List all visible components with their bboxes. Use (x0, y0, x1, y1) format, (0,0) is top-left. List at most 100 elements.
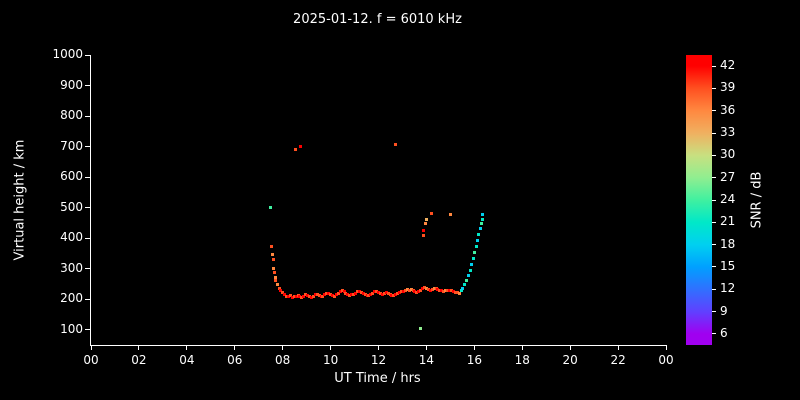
colorbar-tick-mark (712, 266, 716, 268)
data-point (308, 295, 311, 299)
colorbar: 6 9 12 15 18 21 24 27 30 33 36 39 42 (686, 55, 735, 345)
data-point (419, 288, 423, 292)
data-point (446, 288, 449, 292)
data-point (426, 287, 430, 291)
data-point (436, 287, 440, 291)
y-tick-mark (85, 207, 90, 209)
y-tick-label: 200 (60, 291, 83, 306)
colorbar-tick-mark (712, 221, 716, 223)
data-point (477, 232, 481, 236)
data-point (286, 295, 290, 299)
data-point (415, 290, 419, 294)
chart-title: 2025-01-12. f = 6010 kHz (293, 12, 462, 27)
data-point (434, 286, 438, 290)
colorbar-tick-label: 33 (720, 125, 736, 140)
data-point (313, 293, 317, 297)
colorbar-tick-label: 42 (720, 58, 736, 73)
colorbar-tick-mark (712, 87, 716, 89)
data-point (294, 148, 298, 152)
data-point (409, 287, 413, 291)
x-axis-label: UT Time / hrs (334, 371, 421, 386)
data-point (375, 289, 379, 293)
data-point (425, 217, 429, 221)
data-point (478, 226, 482, 230)
data-point (331, 294, 334, 298)
data-point (298, 295, 302, 299)
data-point (430, 211, 434, 215)
data-point (363, 293, 367, 297)
data-point (403, 289, 407, 293)
data-point (470, 262, 474, 266)
data-point (334, 293, 338, 297)
colorbar-tick-mark (712, 311, 716, 313)
data-point (400, 289, 403, 293)
data-point (319, 295, 323, 299)
data-point (306, 294, 310, 298)
plot-area: 00 02 04 06 08 10 12 14 16 18 20 22 00 100 200 300 400 50… (52, 47, 673, 367)
data-point (292, 295, 296, 299)
x-tick-mark (425, 345, 427, 350)
colorbar-gradient (686, 55, 712, 345)
colorbar-tick-mark (712, 333, 716, 335)
x-tick-mark (330, 345, 332, 350)
data-point (440, 289, 444, 293)
y-tick-mark (85, 146, 90, 148)
data-point (361, 292, 365, 296)
data-point (299, 145, 303, 149)
data-point (407, 289, 411, 293)
colorbar-tick-label: 15 (720, 258, 736, 273)
y-tick-label: 300 (60, 260, 83, 275)
data-point (357, 289, 361, 293)
data-point (296, 294, 300, 298)
data-point (373, 290, 377, 294)
data-point (348, 294, 352, 298)
x-tick-label: 00 (83, 353, 99, 367)
data-point (474, 245, 478, 249)
data-point (336, 291, 340, 295)
data-point (384, 290, 388, 294)
data-point (346, 293, 350, 297)
x-tick-label: 18 (514, 353, 530, 367)
colorbar-tick-label: 27 (720, 169, 736, 184)
data-point (393, 143, 397, 147)
data-point (304, 293, 308, 297)
data-point (480, 217, 484, 221)
data-point (327, 291, 331, 295)
data-point (444, 289, 448, 293)
data-point (272, 266, 276, 270)
data-point (281, 290, 285, 294)
colorbar-tick-label: 36 (720, 102, 736, 117)
data-point (269, 206, 273, 210)
x-tick-label: 06 (227, 353, 243, 367)
y-tick-mark (85, 176, 90, 178)
x-tick-label: 14 (418, 353, 435, 367)
data-point (466, 273, 470, 277)
y-tick-mark (85, 115, 90, 117)
data-point (309, 295, 313, 299)
data-point (317, 294, 321, 298)
data-point (417, 290, 421, 294)
data-point (359, 290, 363, 294)
data-point (380, 293, 384, 297)
colorbar-tick-mark (712, 132, 716, 134)
data-point (338, 289, 342, 293)
data-point (430, 288, 434, 292)
colorbar-tick-mark (712, 110, 716, 112)
data-point (390, 293, 394, 297)
y-tick-label: 500 (60, 199, 83, 214)
x-tick-label: 22 (610, 353, 626, 367)
x-tick-label: 16 (466, 353, 482, 367)
data-point (455, 291, 459, 295)
data-point (369, 293, 373, 297)
data-point (424, 286, 428, 290)
x-tick-label: 08 (275, 353, 291, 367)
data-point (352, 292, 356, 296)
y-tick-label: 900 (60, 77, 83, 92)
data-point (273, 270, 277, 274)
data-point (386, 291, 390, 295)
data-point (350, 293, 354, 297)
data-point (411, 288, 415, 292)
data-point (274, 278, 278, 282)
data-point (290, 295, 294, 299)
